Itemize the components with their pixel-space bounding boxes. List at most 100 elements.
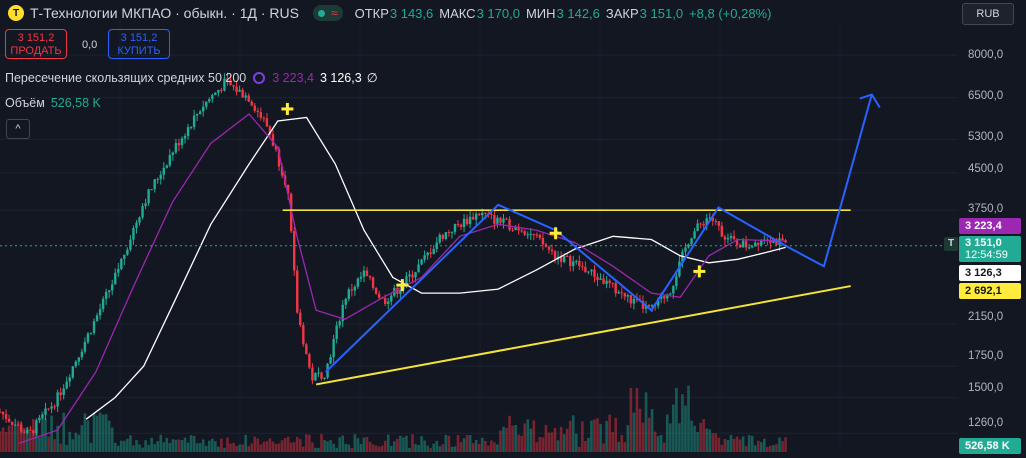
candle-body bbox=[729, 236, 733, 239]
volume-bar bbox=[568, 420, 572, 452]
volume-bar bbox=[247, 445, 251, 452]
volume-bar bbox=[505, 427, 508, 452]
candle-body bbox=[578, 260, 581, 267]
volume-bar bbox=[441, 444, 445, 452]
support-trendline[interactable] bbox=[315, 285, 851, 386]
volume-bar bbox=[392, 441, 396, 452]
volume-bar bbox=[144, 440, 147, 452]
candle-body bbox=[650, 305, 654, 307]
volume-bar bbox=[232, 442, 235, 452]
currency-selector[interactable]: RUB bbox=[962, 3, 1014, 25]
volume-bar bbox=[89, 442, 93, 452]
buy-button[interactable]: 3 151,2 КУПИТЬ bbox=[108, 29, 170, 59]
candle-body bbox=[641, 300, 645, 309]
volume-bar bbox=[386, 434, 390, 452]
candle-body bbox=[341, 304, 344, 322]
candle-body bbox=[335, 325, 338, 340]
projection-arrowhead bbox=[859, 93, 881, 109]
candle-body bbox=[696, 223, 699, 232]
candle-body bbox=[147, 189, 150, 204]
candle-body bbox=[529, 233, 532, 235]
price-tick-label: 1500,0 bbox=[968, 382, 1004, 394]
candle-body bbox=[77, 357, 81, 362]
t-marker-icon[interactable]: T bbox=[944, 237, 958, 251]
candle-body bbox=[714, 220, 717, 222]
candle-body bbox=[541, 238, 545, 245]
volume-bar bbox=[772, 445, 775, 452]
sell-label: ПРОДАТЬ bbox=[10, 45, 62, 57]
candle-body bbox=[723, 236, 727, 240]
volume-bar bbox=[347, 444, 351, 452]
volume-bar bbox=[465, 434, 469, 452]
volume-bar bbox=[756, 440, 760, 452]
volume-bar bbox=[659, 434, 663, 452]
volume-bar bbox=[499, 430, 502, 452]
candle-body bbox=[732, 236, 736, 240]
candle-body bbox=[687, 244, 690, 248]
volume-bar bbox=[207, 440, 211, 452]
candle-body bbox=[538, 234, 542, 239]
candle-body bbox=[720, 225, 724, 237]
candle-body bbox=[629, 295, 633, 304]
collapse-legend-button[interactable]: ^ bbox=[6, 119, 30, 139]
candle-body bbox=[217, 89, 220, 93]
candle-body bbox=[614, 283, 617, 294]
indicator-legend[interactable]: Пересечение скользящих средних 50 200 3 … bbox=[5, 70, 383, 86]
candle-body bbox=[138, 217, 141, 223]
volume-bar bbox=[262, 441, 266, 452]
candle-body bbox=[320, 372, 323, 379]
volume-bar bbox=[653, 431, 657, 452]
candle-body bbox=[111, 284, 114, 291]
volume-bar bbox=[332, 443, 335, 452]
volume-bar bbox=[192, 435, 196, 452]
volume-value: 526,58 K bbox=[50, 96, 101, 110]
projection-path[interactable] bbox=[325, 94, 873, 373]
candle-body bbox=[647, 304, 651, 307]
volume-bar bbox=[220, 438, 223, 452]
candle-body bbox=[438, 234, 441, 243]
symbol-title[interactable]: Т-Технологии МКПАО · обыкн. · 1Д · RUS bbox=[30, 5, 299, 21]
candle-body bbox=[726, 238, 730, 240]
candle-body bbox=[271, 134, 275, 146]
candle-body bbox=[286, 184, 290, 194]
volume-bar bbox=[553, 427, 557, 452]
volume-bar bbox=[605, 421, 608, 452]
volume-bar bbox=[344, 443, 348, 452]
level-price-tag: 2 692,1 bbox=[959, 283, 1021, 299]
indicator-settings-icon[interactable] bbox=[253, 71, 266, 84]
candle-body bbox=[293, 231, 296, 271]
volume-bar bbox=[292, 442, 296, 452]
candle-body bbox=[462, 218, 466, 228]
volume-bar bbox=[132, 445, 135, 452]
candle-body bbox=[205, 101, 208, 107]
open-value: 3 143,6 bbox=[389, 5, 434, 21]
candle-body bbox=[581, 266, 584, 268]
volume-bar bbox=[83, 413, 87, 452]
volume-bar bbox=[532, 420, 536, 452]
volume-bar bbox=[56, 425, 59, 452]
candle-body bbox=[499, 217, 502, 223]
volume-bar bbox=[317, 447, 320, 452]
price-tick-label: 4500,0 bbox=[968, 163, 1004, 175]
volume-bar bbox=[565, 428, 569, 452]
volume-bar bbox=[98, 412, 102, 452]
candle-body bbox=[250, 101, 253, 106]
market-status-badge[interactable]: ≈ bbox=[312, 5, 343, 21]
candle-body bbox=[365, 270, 369, 277]
volume-bar bbox=[511, 425, 514, 452]
volume-bar bbox=[86, 420, 90, 452]
crossover-markers bbox=[281, 102, 706, 292]
sell-button[interactable]: 3 151,2 ПРОДАТЬ bbox=[5, 29, 67, 59]
candle-body bbox=[593, 269, 596, 277]
candle-body bbox=[565, 255, 569, 257]
volume-bar bbox=[711, 433, 715, 452]
volume-bar bbox=[678, 423, 681, 452]
volume-legend[interactable]: Объём 526,58 K bbox=[5, 96, 101, 110]
candle-body bbox=[277, 149, 281, 167]
volume-bar bbox=[380, 445, 384, 452]
candle-body bbox=[526, 234, 529, 236]
spread-value: 0,0 bbox=[82, 39, 98, 51]
volume-bar bbox=[596, 418, 599, 452]
candle-body bbox=[447, 232, 451, 234]
